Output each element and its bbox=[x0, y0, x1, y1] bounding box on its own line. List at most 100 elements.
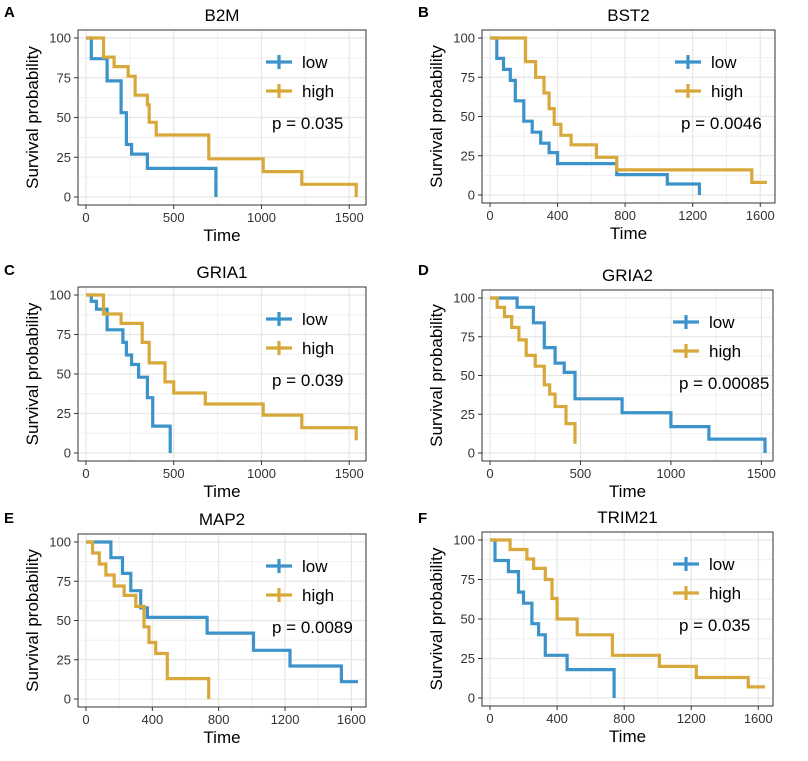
panel-letter: C bbox=[4, 262, 15, 279]
y-tick-label: 25 bbox=[57, 150, 71, 165]
x-axis-label: Time bbox=[203, 226, 240, 245]
y-tick-label: 75 bbox=[57, 327, 71, 342]
plot-frame bbox=[481, 289, 774, 462]
x-tick-label: 1200 bbox=[678, 208, 707, 223]
legend-label-high: high bbox=[302, 339, 334, 358]
x-tick-label: 500 bbox=[163, 466, 185, 481]
y-tick-label: 25 bbox=[57, 406, 71, 421]
y-axis-label: Survival probability bbox=[427, 547, 446, 690]
panel-letter: D bbox=[418, 262, 429, 279]
x-tick-label: 1500 bbox=[335, 466, 364, 481]
legend-label-low: low bbox=[302, 557, 328, 576]
p-value: p = 0.035 bbox=[272, 114, 343, 133]
panel-letter: E bbox=[4, 510, 14, 527]
x-tick-label: 1600 bbox=[337, 712, 366, 727]
panel-b: B BST2 0 400 800 1200 1600 0 25 50 75 100 Time Surviv… bbox=[418, 4, 776, 243]
survival-curve-high bbox=[490, 538, 765, 689]
x-tick-label: 400 bbox=[547, 208, 569, 223]
y-tick-label: 0 bbox=[468, 446, 475, 461]
survival-curve-high bbox=[490, 36, 767, 184]
y-tick-label: 0 bbox=[468, 691, 475, 706]
y-tick-label: 100 bbox=[49, 31, 71, 46]
p-value: p = 0.0046 bbox=[681, 114, 762, 133]
chart-title: GRIA2 bbox=[602, 266, 653, 285]
survival-curve-high bbox=[86, 36, 358, 197]
y-tick-label: 100 bbox=[453, 31, 475, 46]
y-tick-label: 0 bbox=[64, 190, 71, 205]
panel-c: C GRIA1 0 500 1000 1500 0 25 50 75 100 Time Survival… bbox=[4, 262, 367, 501]
y-axis-label: Survival probability bbox=[23, 549, 42, 692]
panel-a: A B2M 0 500 1000 1500 0 25 50 75 100 Time Survival p… bbox=[4, 4, 367, 245]
x-tick-label: 1000 bbox=[247, 210, 276, 225]
y-tick-label: 100 bbox=[453, 533, 475, 548]
y-tick-label: 0 bbox=[64, 446, 71, 461]
y-tick-label: 100 bbox=[453, 291, 475, 306]
x-tick-label: 1500 bbox=[335, 210, 364, 225]
panel-letter: F bbox=[418, 510, 427, 527]
p-value: p = 0.035 bbox=[679, 616, 750, 635]
x-axis-label: Time bbox=[609, 727, 646, 746]
y-tick-label: 25 bbox=[461, 148, 475, 163]
x-tick-label: 800 bbox=[614, 208, 636, 223]
y-tick-label: 0 bbox=[64, 692, 71, 707]
x-tick-label: 1000 bbox=[656, 466, 685, 481]
y-tick-label: 100 bbox=[49, 535, 71, 550]
legend-label-high: high bbox=[302, 586, 334, 605]
plot-frame bbox=[77, 29, 367, 206]
x-tick-label: 0 bbox=[486, 711, 493, 726]
x-tick-label: 1000 bbox=[247, 466, 276, 481]
legend-label-high: high bbox=[709, 342, 741, 361]
p-value: p = 0.039 bbox=[272, 371, 343, 390]
x-axis-label: Time bbox=[203, 482, 240, 501]
x-tick-label: 800 bbox=[613, 711, 635, 726]
y-tick-label: 50 bbox=[461, 612, 475, 627]
x-tick-label: 0 bbox=[82, 712, 89, 727]
y-axis-label: Survival probability bbox=[427, 304, 446, 447]
p-value: p = 0.0089 bbox=[272, 618, 353, 637]
y-tick-label: 50 bbox=[461, 109, 475, 124]
chart-title: GRIA1 bbox=[196, 263, 247, 282]
legend-label-low: low bbox=[302, 310, 328, 329]
p-value: p = 0.00085 bbox=[679, 374, 769, 393]
panel-letter: A bbox=[4, 4, 15, 21]
panel-d: D GRIA2 0 500 1000 1500 0 25 50 75 100 Time Survival… bbox=[418, 262, 776, 501]
y-tick-label: 100 bbox=[49, 288, 71, 303]
x-tick-label: 500 bbox=[163, 210, 185, 225]
survival-curve-low bbox=[86, 36, 218, 197]
survival-curve-low bbox=[490, 36, 701, 195]
y-axis-label: Survival probability bbox=[427, 45, 446, 188]
plot-frame bbox=[77, 533, 367, 708]
panel-e: E MAP2 0 400 800 1200 1600 0 25 50 75 100 Time Surviv… bbox=[4, 510, 367, 747]
y-tick-label: 50 bbox=[57, 110, 71, 125]
y-tick-label: 75 bbox=[57, 70, 71, 85]
x-axis-label: Time bbox=[203, 728, 240, 747]
chart-title: B2M bbox=[205, 6, 240, 25]
plot-frame bbox=[77, 286, 367, 462]
x-tick-label: 0 bbox=[486, 208, 493, 223]
legend-label-low: low bbox=[302, 53, 328, 72]
plot-frame bbox=[481, 29, 776, 204]
y-tick-label: 75 bbox=[461, 70, 475, 85]
legend-label-low: low bbox=[709, 555, 735, 574]
survival-curve-high bbox=[86, 293, 358, 441]
survival-curve-high bbox=[490, 296, 577, 444]
legend-label-high: high bbox=[709, 584, 741, 603]
x-tick-label: 1600 bbox=[744, 711, 773, 726]
legend-label-low: low bbox=[711, 53, 737, 72]
x-axis-label: Time bbox=[609, 482, 646, 501]
legend-label-high: high bbox=[711, 82, 743, 101]
panel-f: F TRIM21 0 400 800 1200 1600 0 25 50 75 100 Time Surv… bbox=[418, 508, 774, 746]
survival-curve-low bbox=[490, 296, 767, 453]
x-tick-label: 500 bbox=[570, 466, 592, 481]
x-tick-label: 800 bbox=[208, 712, 230, 727]
y-axis-label: Survival probability bbox=[23, 46, 42, 189]
y-tick-label: 50 bbox=[461, 368, 475, 383]
y-tick-label: 25 bbox=[461, 651, 475, 666]
chart-title: TRIM21 bbox=[597, 508, 657, 527]
survival-curve-low bbox=[86, 293, 172, 453]
x-tick-label: 0 bbox=[486, 466, 493, 481]
x-tick-label: 1200 bbox=[677, 711, 706, 726]
y-tick-label: 75 bbox=[461, 572, 475, 587]
y-tick-label: 0 bbox=[468, 188, 475, 203]
